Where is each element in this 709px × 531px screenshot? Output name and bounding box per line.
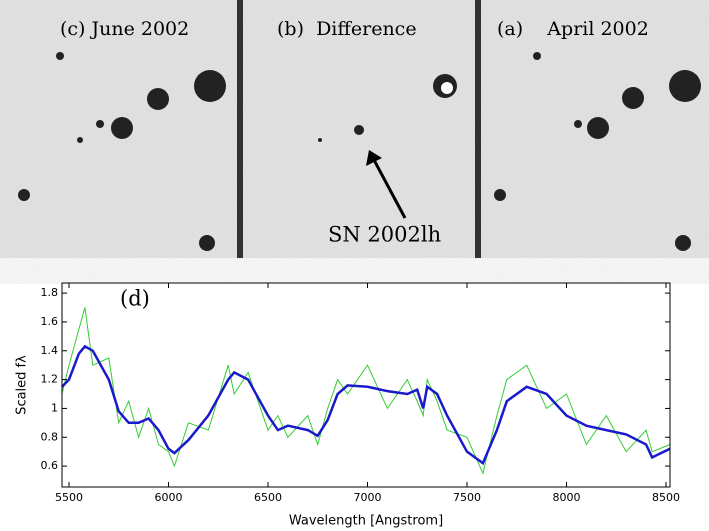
y-tick-label: 0.8 [41, 430, 59, 443]
spectrum-plot: 5500 6000 6500 7000 7500 8000 8500 0.6 0.8 1 1.2 1.… [15, 282, 680, 529]
x-tick-label: 6500 [254, 491, 282, 504]
x-tick-label: 8000 [553, 491, 581, 504]
y-tick-label: 1 [51, 401, 58, 414]
spectrum-line [61, 344, 671, 466]
panel-label: (a) April 2002 [497, 18, 649, 40]
spectrum-line [61, 307, 671, 475]
x-tick-label: 5500 [55, 491, 83, 504]
panel-label: (b) Difference [277, 18, 417, 40]
image-panels: (c) June 2002 (b) Difference (a) April 2… [0, 0, 709, 258]
y-tick-label: 1.8 [41, 286, 59, 299]
y-tick-label: 1.2 [41, 373, 59, 386]
y-tick-label: 1.6 [41, 315, 59, 328]
panel-label: (d) [120, 287, 150, 311]
x-tick-label: 7500 [453, 491, 481, 504]
x-tick-label: 6000 [154, 491, 182, 504]
panel-label: (c) June 2002 [60, 18, 189, 40]
y-axis-label: Scaled fλ [15, 355, 30, 415]
plot-frame [61, 282, 671, 488]
x-axis-label: Wavelength [Angstrom] [289, 514, 443, 529]
plot-area [62, 283, 670, 487]
x-tick-label: 8500 [652, 491, 680, 504]
y-tick-label: 1.4 [41, 344, 59, 357]
y-tick-label: 0.6 [41, 459, 59, 472]
annotation: SN 2002lh [328, 223, 441, 247]
x-tick-label: 7000 [353, 491, 381, 504]
